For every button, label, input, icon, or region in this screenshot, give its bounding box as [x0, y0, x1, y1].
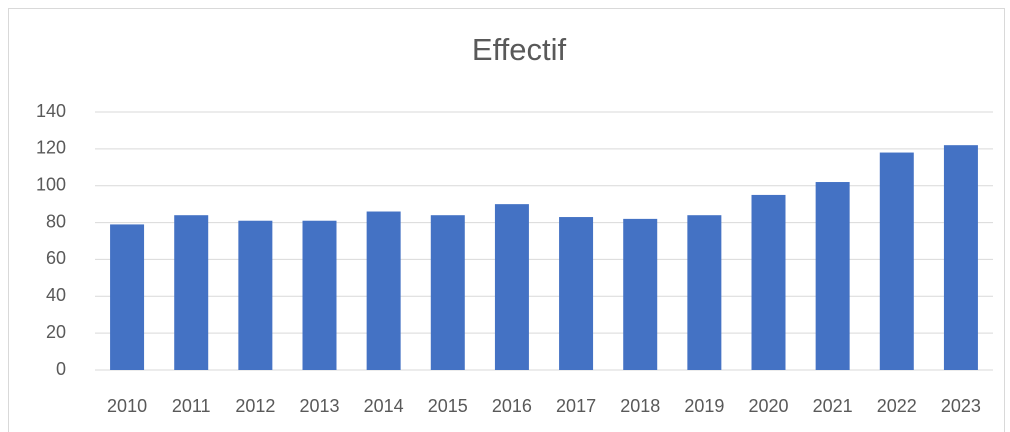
bar	[751, 194, 786, 370]
bar	[110, 224, 145, 370]
x-tick-label: 2011	[172, 396, 211, 416]
y-tick-label: 0	[56, 359, 66, 379]
bar	[815, 182, 850, 370]
x-tick-label: 2018	[620, 396, 660, 416]
chart-title: Effectif	[472, 32, 567, 67]
bar	[623, 218, 658, 370]
x-tick-label: 2013	[299, 396, 339, 416]
x-tick-label: 2010	[107, 396, 147, 416]
y-tick-label: 100	[36, 174, 66, 194]
bar	[879, 152, 914, 370]
bar	[559, 217, 594, 370]
x-tick-label: 2015	[428, 396, 468, 416]
bar	[494, 204, 529, 370]
x-tick-label: 2019	[684, 396, 724, 416]
x-tick-label: 2014	[364, 396, 404, 416]
bar	[687, 215, 722, 370]
y-tick-label: 140	[36, 101, 66, 121]
bar	[174, 215, 209, 370]
x-tick-label: 2023	[941, 396, 981, 416]
x-tick-label: 2017	[556, 396, 596, 416]
x-tick-label: 2020	[748, 396, 788, 416]
bar	[366, 211, 401, 370]
y-tick-label: 60	[46, 248, 66, 268]
x-tick-label: 2012	[235, 396, 275, 416]
bar	[302, 220, 337, 370]
bar	[943, 145, 978, 370]
x-tick-label: 2016	[492, 396, 532, 416]
bar	[430, 215, 465, 370]
x-tick-label: 2022	[877, 396, 917, 416]
y-tick-label: 80	[46, 211, 66, 231]
y-tick-label: 20	[46, 322, 66, 342]
y-tick-label: 120	[36, 138, 66, 158]
y-tick-label: 40	[46, 285, 66, 305]
x-tick-label: 2021	[813, 396, 853, 416]
bar	[238, 220, 273, 370]
